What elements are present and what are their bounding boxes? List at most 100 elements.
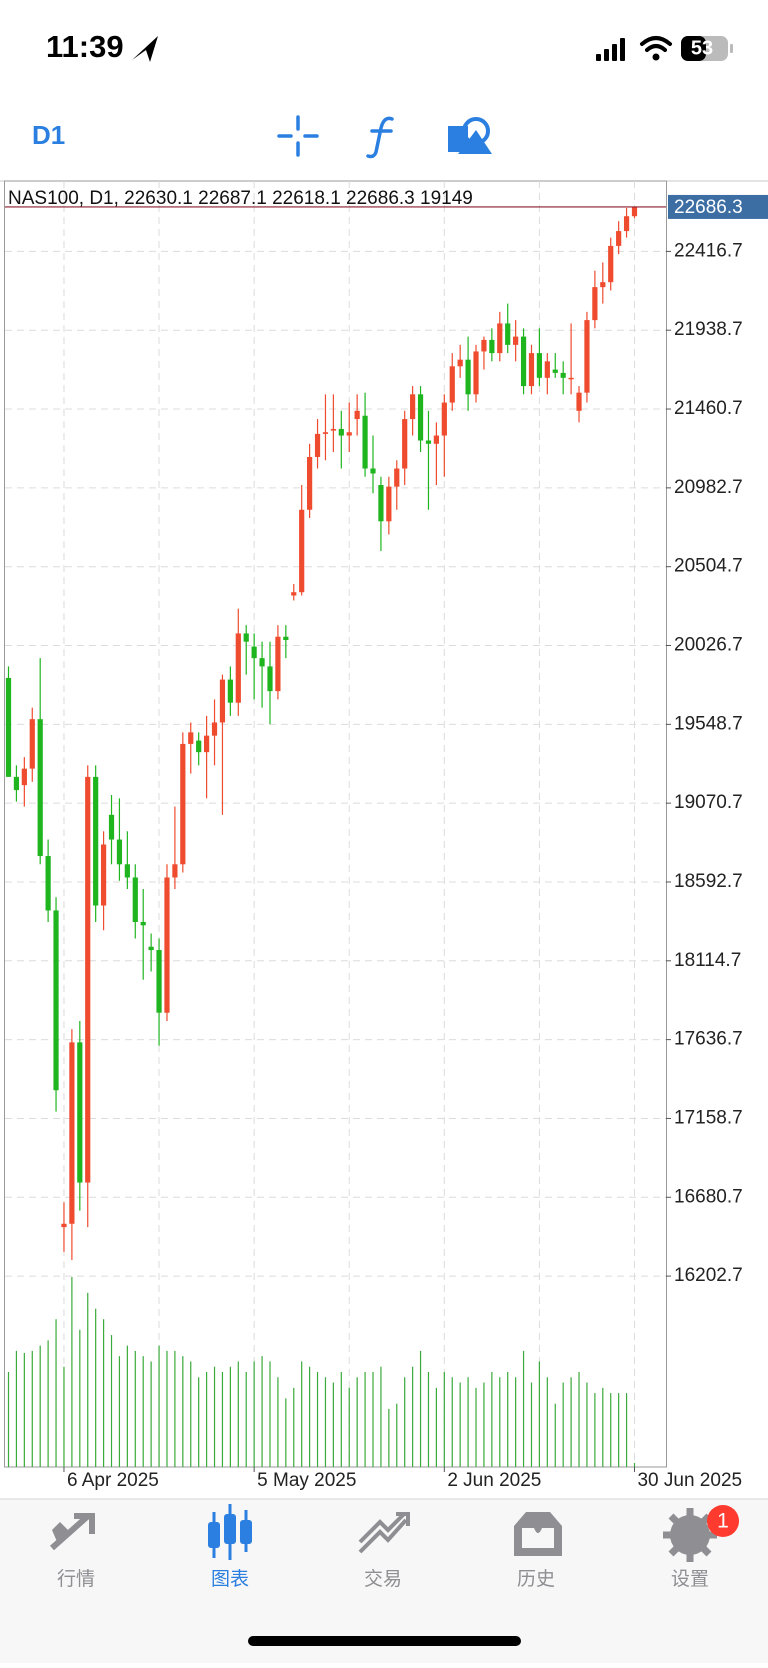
candle-body (53, 910, 59, 1091)
battery-level (681, 36, 706, 61)
candle-body (188, 732, 194, 744)
candle-body (584, 320, 590, 393)
volume-bar (237, 1361, 239, 1467)
tab-quotes[interactable] (50, 1513, 95, 1551)
volume-bar (610, 1393, 612, 1467)
wifi-icon (640, 36, 672, 52)
volume-bar (7, 1372, 10, 1467)
candle-body (196, 740, 202, 753)
tab-label[interactable]: 交易 (364, 1568, 402, 1590)
chart: 16202.7 16680.7 17158.7 17636.7 18114.7 18592… (5, 181, 768, 1491)
y-tick-label: 22416.7 (674, 240, 743, 261)
volume-bar (277, 1377, 279, 1467)
volume-bar (435, 1387, 437, 1467)
y-tick-label: 21460.7 (674, 398, 743, 419)
tab-labels: 行情 图表 交易 历史 设置 (57, 1568, 709, 1590)
candle-body (481, 339, 487, 352)
tab-label[interactable]: 图表 (211, 1568, 249, 1590)
candle-body (69, 1042, 75, 1224)
signal-icon (596, 38, 625, 61)
candle-body (410, 394, 416, 420)
last-price-box (668, 194, 768, 219)
volume-bar (324, 1377, 327, 1467)
volume-bar (269, 1361, 271, 1467)
candle-body (45, 856, 51, 911)
volume-bar (63, 1366, 65, 1467)
volume-bar (31, 1350, 33, 1467)
tab-history-icon[interactable] (514, 1512, 562, 1556)
volume-bar (309, 1366, 311, 1467)
timeframe-button[interactable]: D1 (32, 120, 65, 150)
volume-bar (253, 1361, 255, 1467)
y-tick-label: 20026.7 (674, 635, 743, 656)
candle-body (124, 864, 130, 878)
badge-count: 1 (717, 1510, 729, 1533)
volume-bar (404, 1377, 406, 1467)
tab-label[interactable]: 行情 (57, 1568, 95, 1590)
volume-bar (15, 1350, 18, 1467)
candle-body (29, 719, 35, 769)
candle-body (13, 776, 20, 791)
candle-body (497, 323, 503, 354)
volume-bar (39, 1345, 41, 1467)
tab-label[interactable]: 历史 (517, 1568, 555, 1590)
volume-bar (150, 1361, 152, 1467)
crosshair-button[interactable] (277, 115, 319, 157)
battery-text: 53 (691, 37, 713, 59)
volume-bar (221, 1372, 224, 1467)
volume-bar (285, 1398, 287, 1467)
candle-body (37, 719, 43, 857)
candle-body (528, 353, 535, 387)
candle-body (362, 415, 368, 469)
objects-button[interactable] (448, 117, 492, 154)
candle-body (473, 351, 479, 395)
volume-bar (443, 1372, 445, 1467)
candle-body (291, 592, 297, 596)
candle-body (394, 468, 400, 487)
candle-body (307, 456, 313, 510)
y-tick-label: 19548.7 (674, 713, 743, 734)
volume-bar (95, 1308, 97, 1467)
volume-bar (594, 1393, 596, 1467)
y-tick-label: 17636.7 (674, 1029, 743, 1050)
candle-body (21, 768, 27, 786)
tab-trade-icon[interactable] (358, 1512, 410, 1554)
y-tick-label: 19070.7 (674, 792, 743, 813)
candle-body (576, 392, 582, 411)
x-tick-label: 6 Apr 2025 (67, 1470, 159, 1491)
volume-bar (356, 1377, 358, 1467)
candle-body (402, 419, 408, 469)
candle-body (354, 410, 360, 420)
volume-bar (348, 1387, 350, 1467)
location-icon (132, 36, 158, 62)
candle-body (132, 877, 138, 923)
tab-charts-icon[interactable] (208, 1504, 252, 1560)
candle-body (314, 433, 321, 457)
candle-body (536, 353, 543, 378)
volume-bar (102, 1319, 105, 1467)
candle-body (204, 735, 210, 753)
volume-bar (618, 1393, 620, 1467)
volume-bar (198, 1377, 200, 1467)
volume-bar (546, 1377, 548, 1467)
candle-body (370, 468, 376, 474)
candle-body (235, 633, 241, 703)
candle-body (322, 432, 329, 434)
status-time: 11:39 (46, 29, 124, 64)
candle-body (267, 666, 273, 692)
candle-body (116, 839, 123, 865)
candle-body (275, 636, 281, 692)
candle-body (505, 323, 511, 345)
volume-bar (475, 1387, 477, 1467)
volume-bar (467, 1377, 469, 1467)
volume-bar (261, 1356, 263, 1467)
candle-body (457, 359, 463, 367)
indicator-button[interactable] (366, 116, 394, 159)
tab-settings-icon[interactable] (663, 1508, 717, 1562)
candle-body (465, 359, 471, 395)
tab-label[interactable]: 设置 (671, 1568, 709, 1590)
candle-body (338, 428, 344, 436)
candle-body (93, 776, 99, 906)
volume-bar (419, 1350, 422, 1467)
volume-bar (316, 1372, 319, 1467)
